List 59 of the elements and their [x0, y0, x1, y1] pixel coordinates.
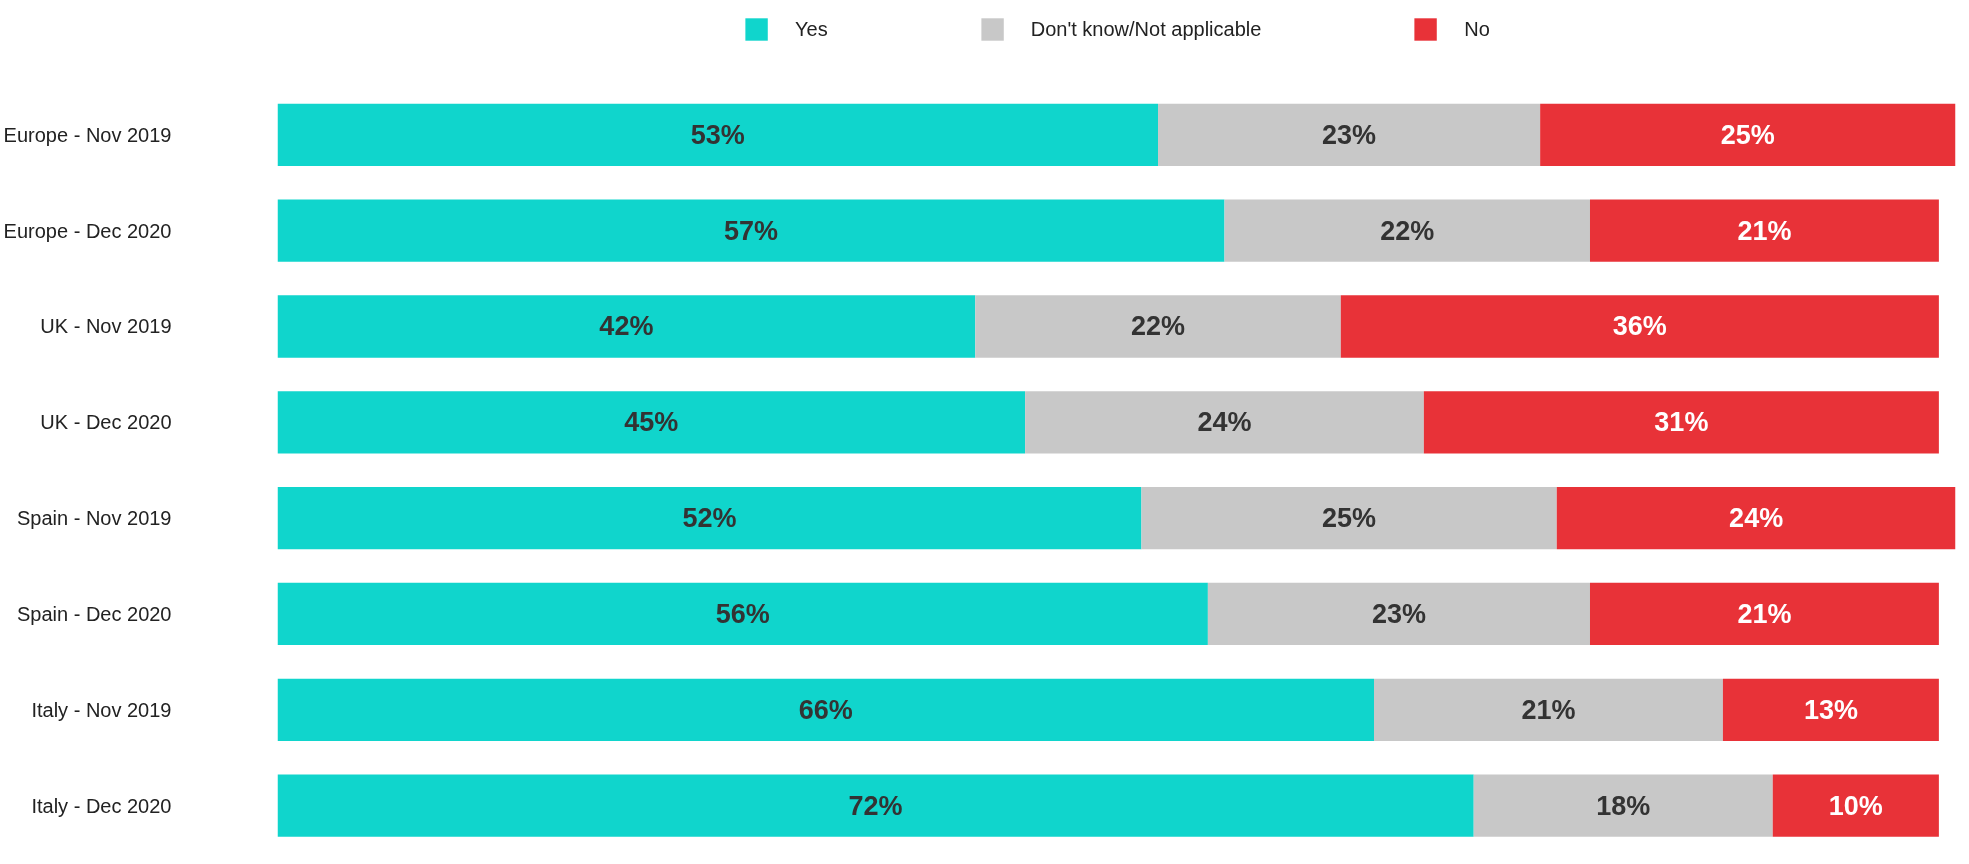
data-label: 25%: [1322, 503, 1377, 534]
bar: [1722, 678, 1939, 741]
bar: [1589, 199, 1939, 262]
bar: [1340, 295, 1939, 358]
data-label: 13%: [1803, 694, 1858, 725]
bar: [1141, 486, 1557, 550]
legend-label: Don't know/Not applicable: [1030, 17, 1262, 41]
data-label: 23%: [1322, 119, 1377, 150]
data-label: 24%: [1729, 503, 1784, 534]
data-label: 10%: [1828, 790, 1883, 821]
bar: [277, 774, 1474, 837]
y-tick-label: Spain - Dec 2020: [16, 602, 172, 625]
bar: [1207, 582, 1590, 646]
y-tick-label: Italy - Nov 2019: [31, 698, 172, 721]
bar: [1224, 199, 1590, 262]
data-label: 57%: [723, 215, 779, 246]
data-label: 22%: [1380, 215, 1435, 246]
bar: [277, 486, 1142, 550]
bar: [277, 678, 1375, 741]
bar: [1772, 774, 1939, 837]
data-label: 72%: [848, 790, 903, 821]
y-tick-label: UK - Nov 2019: [40, 315, 172, 338]
y-tick-label: UK - Dec 2020: [40, 411, 172, 434]
y-tick-label: Spain - Nov 2019: [16, 507, 172, 530]
data-label: 18%: [1596, 790, 1651, 821]
data-label: 36%: [1612, 311, 1667, 342]
bar: [1540, 103, 1956, 166]
bar: [277, 295, 976, 358]
data-label: 31%: [1654, 407, 1709, 438]
data-label: 23%: [1371, 598, 1426, 629]
bar: [975, 295, 1341, 358]
bar: [277, 199, 1225, 262]
bar: [277, 103, 1159, 166]
data-label: 22%: [1131, 311, 1186, 342]
data-label: 21%: [1521, 694, 1576, 725]
bar: [1025, 391, 1424, 454]
bar: [1556, 486, 1956, 550]
data-label: 56%: [715, 598, 770, 629]
data-label: 66%: [798, 694, 853, 725]
data-label: 53%: [690, 119, 745, 150]
y-tick-label: Italy - Dec 2020: [31, 794, 172, 817]
legend-label: Yes: [795, 17, 828, 41]
bar: [1158, 103, 1541, 166]
bar: [1423, 391, 1939, 454]
data-label: 45%: [624, 407, 679, 438]
data-label: 21%: [1737, 215, 1792, 246]
legend-label: No: [1464, 17, 1490, 41]
y-tick-label: Europe - Nov 2019: [3, 123, 172, 146]
bar: [1473, 774, 1773, 837]
y-tick-label: Europe - Dec 2020: [3, 219, 172, 242]
bar: [1374, 678, 1723, 741]
bar: [277, 582, 1208, 646]
data-label: 21%: [1737, 598, 1792, 629]
data-label: 24%: [1197, 407, 1252, 438]
data-label: 25%: [1720, 119, 1775, 150]
data-label: 52%: [682, 503, 737, 534]
bar: [1589, 582, 1939, 646]
data-label: 42%: [599, 311, 654, 342]
bar: [277, 391, 1026, 454]
